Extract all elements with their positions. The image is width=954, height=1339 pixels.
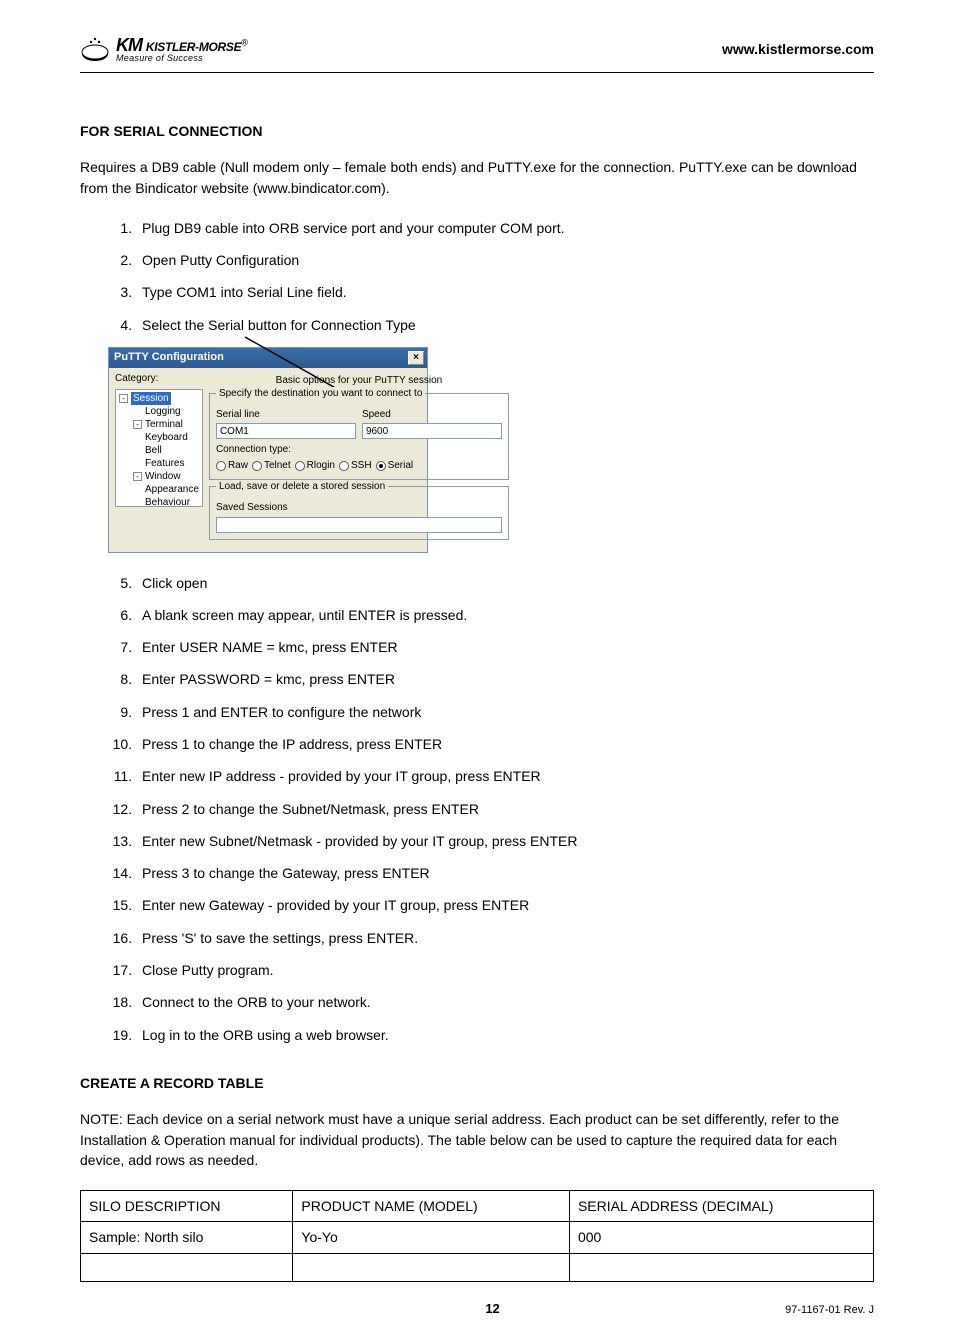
logo-km: KM [116, 35, 142, 55]
tree-terminal[interactable]: Terminal [145, 419, 183, 430]
cell-address [569, 1253, 873, 1281]
step-item: Close Putty program. [136, 960, 874, 980]
steps-list-a: Plug DB9 cable into ORB service port and… [80, 218, 874, 335]
logo-mark-icon [80, 34, 110, 64]
close-icon[interactable]: × [408, 351, 424, 365]
putty-titlebar: PuTTY Configuration × [109, 348, 427, 368]
header-rule [80, 72, 874, 73]
record-table: SILO DESCRIPTION PRODUCT NAME (MODEL) SE… [80, 1190, 874, 1282]
logo-tagline: Measure of Success [116, 54, 248, 63]
speed-label: Speed [362, 408, 502, 423]
tree-behaviour[interactable]: Behaviour [119, 496, 199, 507]
table-row [81, 1253, 874, 1281]
radio-ssh[interactable]: SSH [339, 459, 372, 474]
saved-sessions-input[interactable] [216, 517, 502, 533]
radio-serial[interactable]: Serial [376, 459, 414, 474]
logo-registered: ® [241, 37, 248, 47]
section-serial-intro: Requires a DB9 cable (Null modem only – … [80, 157, 874, 198]
tree-collapse-icon[interactable]: - [119, 394, 128, 403]
saved-sessions-label: Saved Sessions [216, 501, 502, 516]
step-item: Click open [136, 573, 874, 593]
doc-revision: 97-1167-01 Rev. J [785, 1303, 874, 1319]
step-item: Press 1 to change the IP address, press … [136, 734, 874, 754]
header-url: www.kistlermorse.com [722, 39, 874, 59]
serial-line-input[interactable] [216, 423, 356, 439]
step-item: Press 2 to change the Subnet/Netmask, pr… [136, 799, 874, 819]
step-item: Press 'S' to save the settings, press EN… [136, 928, 874, 948]
category-label: Category: [115, 372, 203, 387]
connection-type-radios: Raw Telnet Rlogin SSH Serial [216, 459, 502, 474]
step-item: Open Putty Configuration [136, 250, 874, 270]
col-product: PRODUCT NAME (MODEL) [293, 1191, 570, 1222]
serial-line-label: Serial line [216, 408, 356, 423]
section-record-note: NOTE: Each device on a serial network mu… [80, 1109, 874, 1170]
saved-sessions-legend: Load, save or delete a stored session [216, 480, 388, 495]
tree-appearance[interactable]: Appearance [119, 483, 199, 496]
speed-input[interactable] [362, 423, 502, 439]
step-item: Enter PASSWORD = kmc, press ENTER [136, 669, 874, 689]
tree-features[interactable]: Features [119, 457, 199, 470]
cell-silo [81, 1253, 293, 1281]
destination-group: Specify the destination you want to conn… [209, 393, 509, 481]
tree-collapse-icon[interactable]: - [133, 472, 142, 481]
col-silo: SILO DESCRIPTION [81, 1191, 293, 1222]
putty-window: PuTTY Configuration × Category: -Session… [108, 347, 428, 552]
radio-rlogin[interactable]: Rlogin [295, 459, 335, 474]
step-item: Enter new Subnet/Netmask - provided by y… [136, 831, 874, 851]
cell-product: Yo-Yo [293, 1222, 570, 1253]
step-item: Plug DB9 cable into ORB service port and… [136, 218, 874, 238]
step-item: Press 1 and ENTER to configure the netwo… [136, 702, 874, 722]
page-footer: 12 97-1167-01 Rev. J [80, 1300, 874, 1319]
tree-collapse-icon[interactable]: - [133, 420, 142, 429]
step-item: Log in to the ORB using a web browser. [136, 1025, 874, 1045]
tree-bell[interactable]: Bell [119, 444, 199, 457]
page-header: KM KISTLER-MORSE® Measure of Success www… [80, 34, 874, 64]
logo-brand: KISTLER-MORSE [146, 40, 241, 54]
step-item: Connect to the ORB to your network. [136, 992, 874, 1012]
tree-keyboard[interactable]: Keyboard [119, 431, 199, 444]
saved-sessions-group: Load, save or delete a stored session Sa… [209, 486, 509, 540]
tree-session[interactable]: Session [131, 392, 171, 405]
table-row: Sample: North silo Yo-Yo 000 [81, 1222, 874, 1253]
step-item: Enter new IP address - provided by your … [136, 766, 874, 786]
brand-logo: KM KISTLER-MORSE® Measure of Success [80, 34, 248, 64]
step-item: Type COM1 into Serial Line field. [136, 282, 874, 302]
putty-screenshot: PuTTY Configuration × Category: -Session… [108, 347, 428, 552]
col-address: SERIAL ADDRESS (DECIMAL) [569, 1191, 873, 1222]
table-header-row: SILO DESCRIPTION PRODUCT NAME (MODEL) SE… [81, 1191, 874, 1222]
cell-silo: Sample: North silo [81, 1222, 293, 1253]
step-item: Select the Serial button for Connection … [136, 315, 874, 335]
step-item: Press 3 to change the Gateway, press ENT… [136, 863, 874, 883]
connection-type-label: Connection type: [216, 443, 502, 458]
radio-raw[interactable]: Raw [216, 459, 248, 474]
cell-product [293, 1253, 570, 1281]
tree-logging[interactable]: Logging [119, 405, 199, 418]
tree-window[interactable]: Window [145, 471, 181, 482]
page-number: 12 [200, 1300, 785, 1319]
putty-title: PuTTY Configuration [114, 350, 224, 366]
radio-telnet[interactable]: Telnet [252, 459, 291, 474]
section-serial-title: FOR SERIAL CONNECTION [80, 121, 874, 141]
destination-legend: Specify the destination you want to conn… [216, 387, 425, 402]
step-item: Enter USER NAME = kmc, press ENTER [136, 637, 874, 657]
steps-list-b: Click open A blank screen may appear, un… [80, 573, 874, 1045]
category-tree[interactable]: -Session Logging -Terminal Keyboard Bell… [115, 389, 203, 507]
step-item: Enter new Gateway - provided by your IT … [136, 895, 874, 915]
section-record-title: CREATE A RECORD TABLE [80, 1073, 874, 1093]
cell-address: 000 [569, 1222, 873, 1253]
step-item: A blank screen may appear, until ENTER i… [136, 605, 874, 625]
